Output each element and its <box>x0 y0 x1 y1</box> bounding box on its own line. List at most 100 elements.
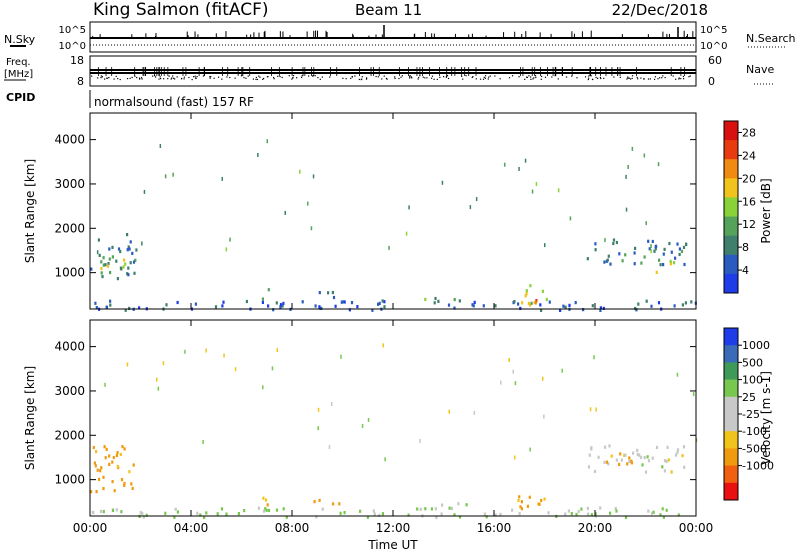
power-cell <box>684 301 687 305</box>
velocity-cell <box>202 440 204 444</box>
nave-dot <box>485 75 487 77</box>
power-cell <box>586 257 589 261</box>
power-cell <box>624 253 627 257</box>
velocity-cell <box>529 447 531 452</box>
power-cell <box>221 304 224 308</box>
velocity-cell <box>537 502 540 506</box>
velocity-cell <box>448 506 451 510</box>
nave-dot <box>584 76 587 78</box>
nave-dot <box>418 76 420 79</box>
power-cell <box>314 304 317 308</box>
nave-dot <box>603 77 605 79</box>
power-axes: 1000 2000 3000 4000 <box>54 113 697 309</box>
nave-dot <box>590 75 592 77</box>
power-cell <box>655 244 658 248</box>
power-cell <box>100 266 103 271</box>
nave-dot <box>631 77 633 80</box>
power-cell <box>541 289 544 293</box>
velocity-cell <box>676 451 679 455</box>
power-cell <box>469 205 472 210</box>
nave-dot <box>221 78 223 80</box>
nave-dot <box>533 77 535 79</box>
velocity-cell <box>123 447 126 451</box>
power-cell <box>229 237 231 242</box>
power-cell <box>591 304 594 308</box>
nave-dot <box>688 76 690 78</box>
power-cell <box>453 306 456 310</box>
nave-dot <box>377 76 379 78</box>
power-cell <box>405 231 408 236</box>
nave-dot <box>138 78 141 80</box>
nave-dot <box>312 75 314 77</box>
velocity-cell <box>499 512 502 516</box>
colorbar-segment <box>724 254 738 275</box>
nave-dot <box>126 78 129 80</box>
velocity-cell <box>416 507 419 511</box>
power-cell <box>682 245 686 249</box>
nave-dot <box>394 76 396 78</box>
power-cell <box>631 146 634 151</box>
velocity-cell <box>361 423 364 428</box>
nave-dot <box>258 75 260 77</box>
nave-dot <box>576 77 578 79</box>
nave-dot <box>140 77 143 79</box>
nave-dot <box>471 76 473 79</box>
nave-dot <box>489 75 491 77</box>
velocity-cell <box>575 512 578 517</box>
velocity-cell <box>199 513 202 517</box>
power-cell <box>100 271 103 275</box>
power-cell <box>683 262 686 267</box>
power-cell <box>662 263 665 267</box>
power-cell <box>97 238 100 242</box>
power-cell <box>307 201 309 206</box>
xtick-label: 20:00 <box>578 521 613 535</box>
velocity-cell <box>267 508 271 513</box>
power-cell <box>645 299 648 303</box>
nave-dot <box>461 75 463 77</box>
velocity-cell <box>586 506 589 510</box>
power-cell <box>582 308 585 312</box>
nave-dot <box>482 78 485 80</box>
nave-dot <box>436 78 438 80</box>
velocity-cell <box>264 507 267 511</box>
velocity-cell <box>594 512 597 516</box>
velocity-cell <box>156 377 158 382</box>
nave-dot <box>557 78 559 80</box>
power-cell <box>475 197 478 202</box>
power-cell <box>106 264 110 268</box>
nave-dot <box>129 77 131 79</box>
power-cell <box>471 303 474 307</box>
velocity-cell <box>514 381 517 386</box>
colorbar-frame <box>723 120 739 294</box>
velocity-cell <box>547 511 550 515</box>
velocity-cell <box>317 426 319 431</box>
velocity-cell <box>543 414 545 419</box>
velocity-cell <box>677 513 680 517</box>
nave-dot <box>528 75 530 77</box>
velocity-cell <box>282 507 285 511</box>
nave-dot <box>158 78 160 80</box>
nave-dot <box>447 77 450 80</box>
velocity-cell <box>372 509 375 513</box>
power-cell <box>343 300 346 304</box>
nave-dot <box>360 78 362 81</box>
nave-dot <box>400 76 402 78</box>
nave-dot <box>300 76 303 78</box>
power-cell <box>648 247 651 251</box>
power-cell <box>659 263 662 267</box>
velocity-cell <box>196 511 199 515</box>
power-cell <box>604 238 606 243</box>
power-cell <box>105 305 108 310</box>
velocity-cell <box>223 353 225 358</box>
nave-dot <box>100 75 102 77</box>
nave-dot <box>167 78 169 80</box>
velocity-cell <box>518 495 521 499</box>
nave-dot <box>383 75 385 77</box>
power-cell <box>108 257 111 261</box>
velocity-cell <box>587 465 591 469</box>
velocity-cell <box>526 504 529 508</box>
power-cell <box>107 262 110 266</box>
nave-dot <box>113 78 115 80</box>
velocity-cell <box>145 513 148 517</box>
power-cell <box>621 259 624 263</box>
